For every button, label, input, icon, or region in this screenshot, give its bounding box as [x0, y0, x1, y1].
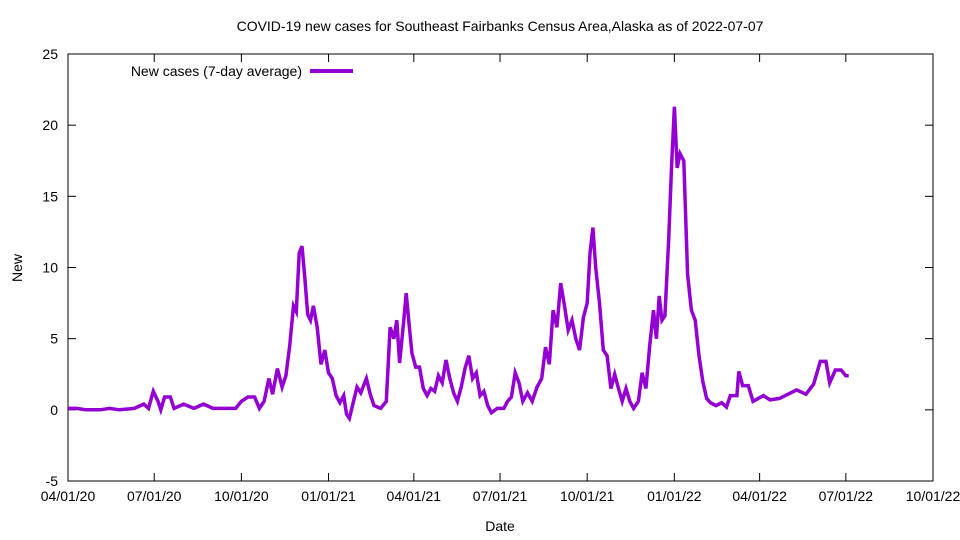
- x-tick-label: 10/01/22: [906, 488, 960, 504]
- y-tick-label: 5: [50, 331, 58, 347]
- x-tick-label: 04/01/21: [387, 488, 442, 504]
- x-axis-label: Date: [485, 518, 515, 534]
- x-tick-label: 04/01/22: [732, 488, 787, 504]
- y-axis-label: New: [9, 253, 25, 282]
- x-tick-label: 10/01/20: [214, 488, 269, 504]
- plot-frame: [67, 53, 934, 482]
- y-tick-label: 10: [42, 260, 58, 276]
- y-tick-label: -5: [46, 473, 59, 489]
- y-tick-label: 15: [42, 188, 58, 204]
- x-tick-label: 01/01/21: [301, 488, 356, 504]
- legend-label: New cases (7-day average): [131, 63, 302, 79]
- y-axis: -5 0 5 10 15 20 25: [42, 46, 933, 489]
- y-tick-label: 0: [50, 402, 58, 418]
- x-tick-label: 04/01/20: [41, 488, 96, 504]
- x-tick-label: 01/01/22: [647, 488, 702, 504]
- y-tick-label: 20: [42, 117, 58, 133]
- x-tick-label: 10/01/21: [560, 488, 615, 504]
- x-tick-label: 07/01/21: [473, 488, 528, 504]
- x-tick-label: 07/01/22: [819, 488, 874, 504]
- series-layer: [68, 106, 849, 423]
- series-line: [68, 106, 849, 423]
- chart-title: COVID-19 new cases for Southeast Fairban…: [237, 18, 764, 34]
- legend: New cases (7-day average): [131, 63, 353, 79]
- x-tick-label: 07/01/20: [127, 488, 182, 504]
- y-tick-label: 25: [42, 46, 58, 62]
- x-axis: 04/01/20 07/01/20 10/01/20 01/01/21 04/01/21…: [41, 54, 960, 504]
